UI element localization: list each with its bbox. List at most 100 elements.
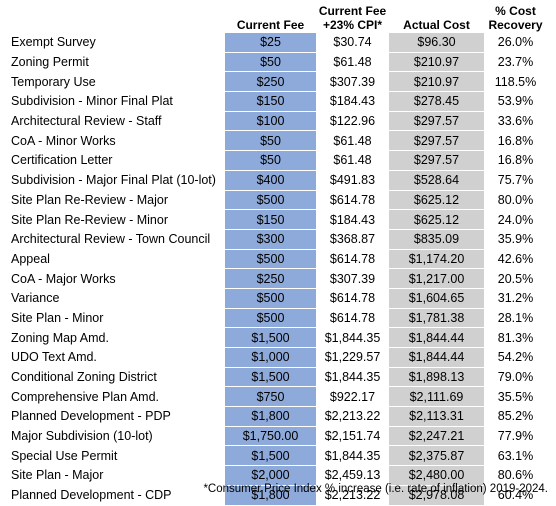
row-label: Subdivision - Major Final Plat (10-lot) (8, 169, 225, 191)
cell: $61.48 (316, 130, 389, 152)
cell: $614.78 (316, 287, 389, 309)
cell: $184.43 (316, 209, 389, 230)
cell: $400 (224, 169, 317, 191)
cell: $1,500 (224, 445, 317, 467)
cell: $307.39 (316, 268, 389, 289)
cell: $61.48 (316, 51, 389, 73)
column-header: Current Fee +23% CPI* (317, 0, 389, 33)
table-row: Exempt Survey $25 $30.74 $96.30 26.0% (8, 32, 547, 53)
cell: $307.39 (316, 71, 389, 93)
row-label: Subdivision - Minor Final Plat (8, 91, 225, 112)
row-label: Exempt Survey (8, 32, 225, 53)
cell: $250 (224, 268, 317, 289)
cell: $1,844.44 (388, 347, 485, 368)
row-label: Conditional Zoning District (8, 366, 225, 388)
cell: 63.1% (484, 445, 547, 467)
cell: $1,604.65 (388, 287, 485, 309)
cell: $96.30 (388, 32, 485, 53)
cell: $25 (224, 32, 317, 53)
column-header: Current Fee (225, 0, 317, 33)
header-line: +23% CPI* (322, 18, 383, 32)
cell: $150 (224, 91, 317, 112)
cell: $1,174.20 (388, 248, 485, 270)
cell: 33.6% (484, 110, 547, 132)
row-label: UDO Text Amd. (8, 347, 225, 368)
cell: $210.97 (388, 71, 485, 93)
cell: $614.78 (316, 189, 389, 211)
table-row: Architectural Review - Town Council $300 $… (8, 228, 547, 250)
row-label: Site Plan - Major (8, 465, 225, 486)
header-line: Current Fee (236, 18, 305, 32)
table-row: UDO Text Amd. $1,000 $1,229.57 $1,844.44 54.… (8, 347, 547, 368)
table-row: Subdivision - Minor Final Plat $150 $184.4… (8, 91, 547, 112)
row-label: Temporary Use (8, 71, 225, 93)
cell: 31.2% (484, 287, 547, 309)
header-line: Current Fee (318, 4, 387, 18)
cell: $210.97 (388, 51, 485, 73)
cell: $300 (224, 228, 317, 250)
cell: 23.7% (484, 51, 547, 73)
cell: 16.8% (484, 130, 547, 152)
cell: $500 (224, 189, 317, 211)
row-label: Comprehensive Plan Amd. (8, 386, 225, 408)
row-label: Planned Development - PDP (8, 406, 225, 427)
cell: $50 (224, 150, 317, 171)
cell: $835.09 (388, 228, 485, 250)
cell: $2,151.74 (316, 425, 389, 447)
cell: $625.12 (388, 189, 485, 211)
footnote: *Consumer Price Index % increase (i.e. r… (203, 483, 548, 495)
cell: $50 (224, 130, 317, 152)
cell: 77.9% (484, 425, 547, 447)
cell: 54.2% (484, 347, 547, 368)
table-row: Planned Development - PDP $1,800 $2,213.22… (8, 406, 547, 427)
row-label: Architectural Review - Town Council (8, 228, 225, 250)
row-label: Architectural Review - Staff (8, 110, 225, 132)
header-row: Current Fee Current Fee +23% CPI* Actual Co… (9, 0, 547, 33)
cell: 28.1% (484, 307, 547, 329)
fee-table: Current Fee Current Fee +23% CPI* Actual Co… (8, 0, 547, 506)
row-label: Certification Letter (8, 150, 225, 171)
cell: $2,459.13 (316, 465, 389, 486)
table-row: Architectural Review - Staff $100 $122.96 $… (8, 110, 547, 132)
table-row: CoA - Minor Works $50 $61.48 $297.57 16.8% (8, 130, 547, 152)
cell: $1,844.35 (316, 366, 389, 388)
cell: $278.45 (388, 91, 485, 112)
table-row: Site Plan Re-Review - Major $500 $614.78 $6… (8, 189, 547, 211)
cell: $297.57 (388, 110, 485, 132)
cell: 53.9% (484, 91, 547, 112)
cell: $100 (224, 110, 317, 132)
cell: $184.43 (316, 91, 389, 112)
cell: $50 (224, 51, 317, 73)
cell: $1,000 (224, 347, 317, 368)
cell: 35.9% (484, 228, 547, 250)
cell: $500 (224, 307, 317, 329)
cell: $297.57 (388, 150, 485, 171)
cell: 26.0% (484, 32, 547, 53)
cell: $2,000 (224, 465, 317, 486)
cell: 85.2% (484, 406, 547, 427)
row-label: CoA - Minor Works (8, 130, 225, 152)
cell: $1,844.44 (388, 327, 485, 348)
table-row: Subdivision - Major Final Plat (10-lot) $… (8, 169, 547, 191)
row-label: Appeal (8, 248, 225, 270)
row-label: Variance (8, 287, 225, 309)
table-row: Site Plan - Minor $500 $614.78 $1,781.38 28.… (8, 307, 547, 329)
cell: 79.0% (484, 366, 547, 388)
row-label: Zoning Permit (8, 51, 225, 73)
table-row: Comprehensive Plan Amd. $750 $922.17 $2,111… (8, 386, 547, 408)
table-row: Zoning Permit $50 $61.48 $210.97 23.7% (8, 51, 547, 73)
cell: $625.12 (388, 209, 485, 230)
cell: 24.0% (484, 209, 547, 230)
cell: $1,500 (224, 327, 317, 348)
cell: 16.8% (484, 150, 547, 171)
table-row: Certification Letter $50 $61.48 $297.57 16.8… (8, 150, 547, 171)
table-row: Zoning Map Amd. $1,500 $1,844.35 $1,844.44 8… (8, 327, 547, 348)
column-header: % Cost Recovery (485, 0, 547, 33)
cell: 80.0% (484, 189, 547, 211)
row-label: Zoning Map Amd. (8, 327, 225, 348)
blank-header (9, 0, 225, 33)
table-row: Conditional Zoning District $1,500 $1,844.… (8, 366, 547, 388)
column-header: Actual Cost (389, 0, 485, 33)
cell: $500 (224, 248, 317, 270)
